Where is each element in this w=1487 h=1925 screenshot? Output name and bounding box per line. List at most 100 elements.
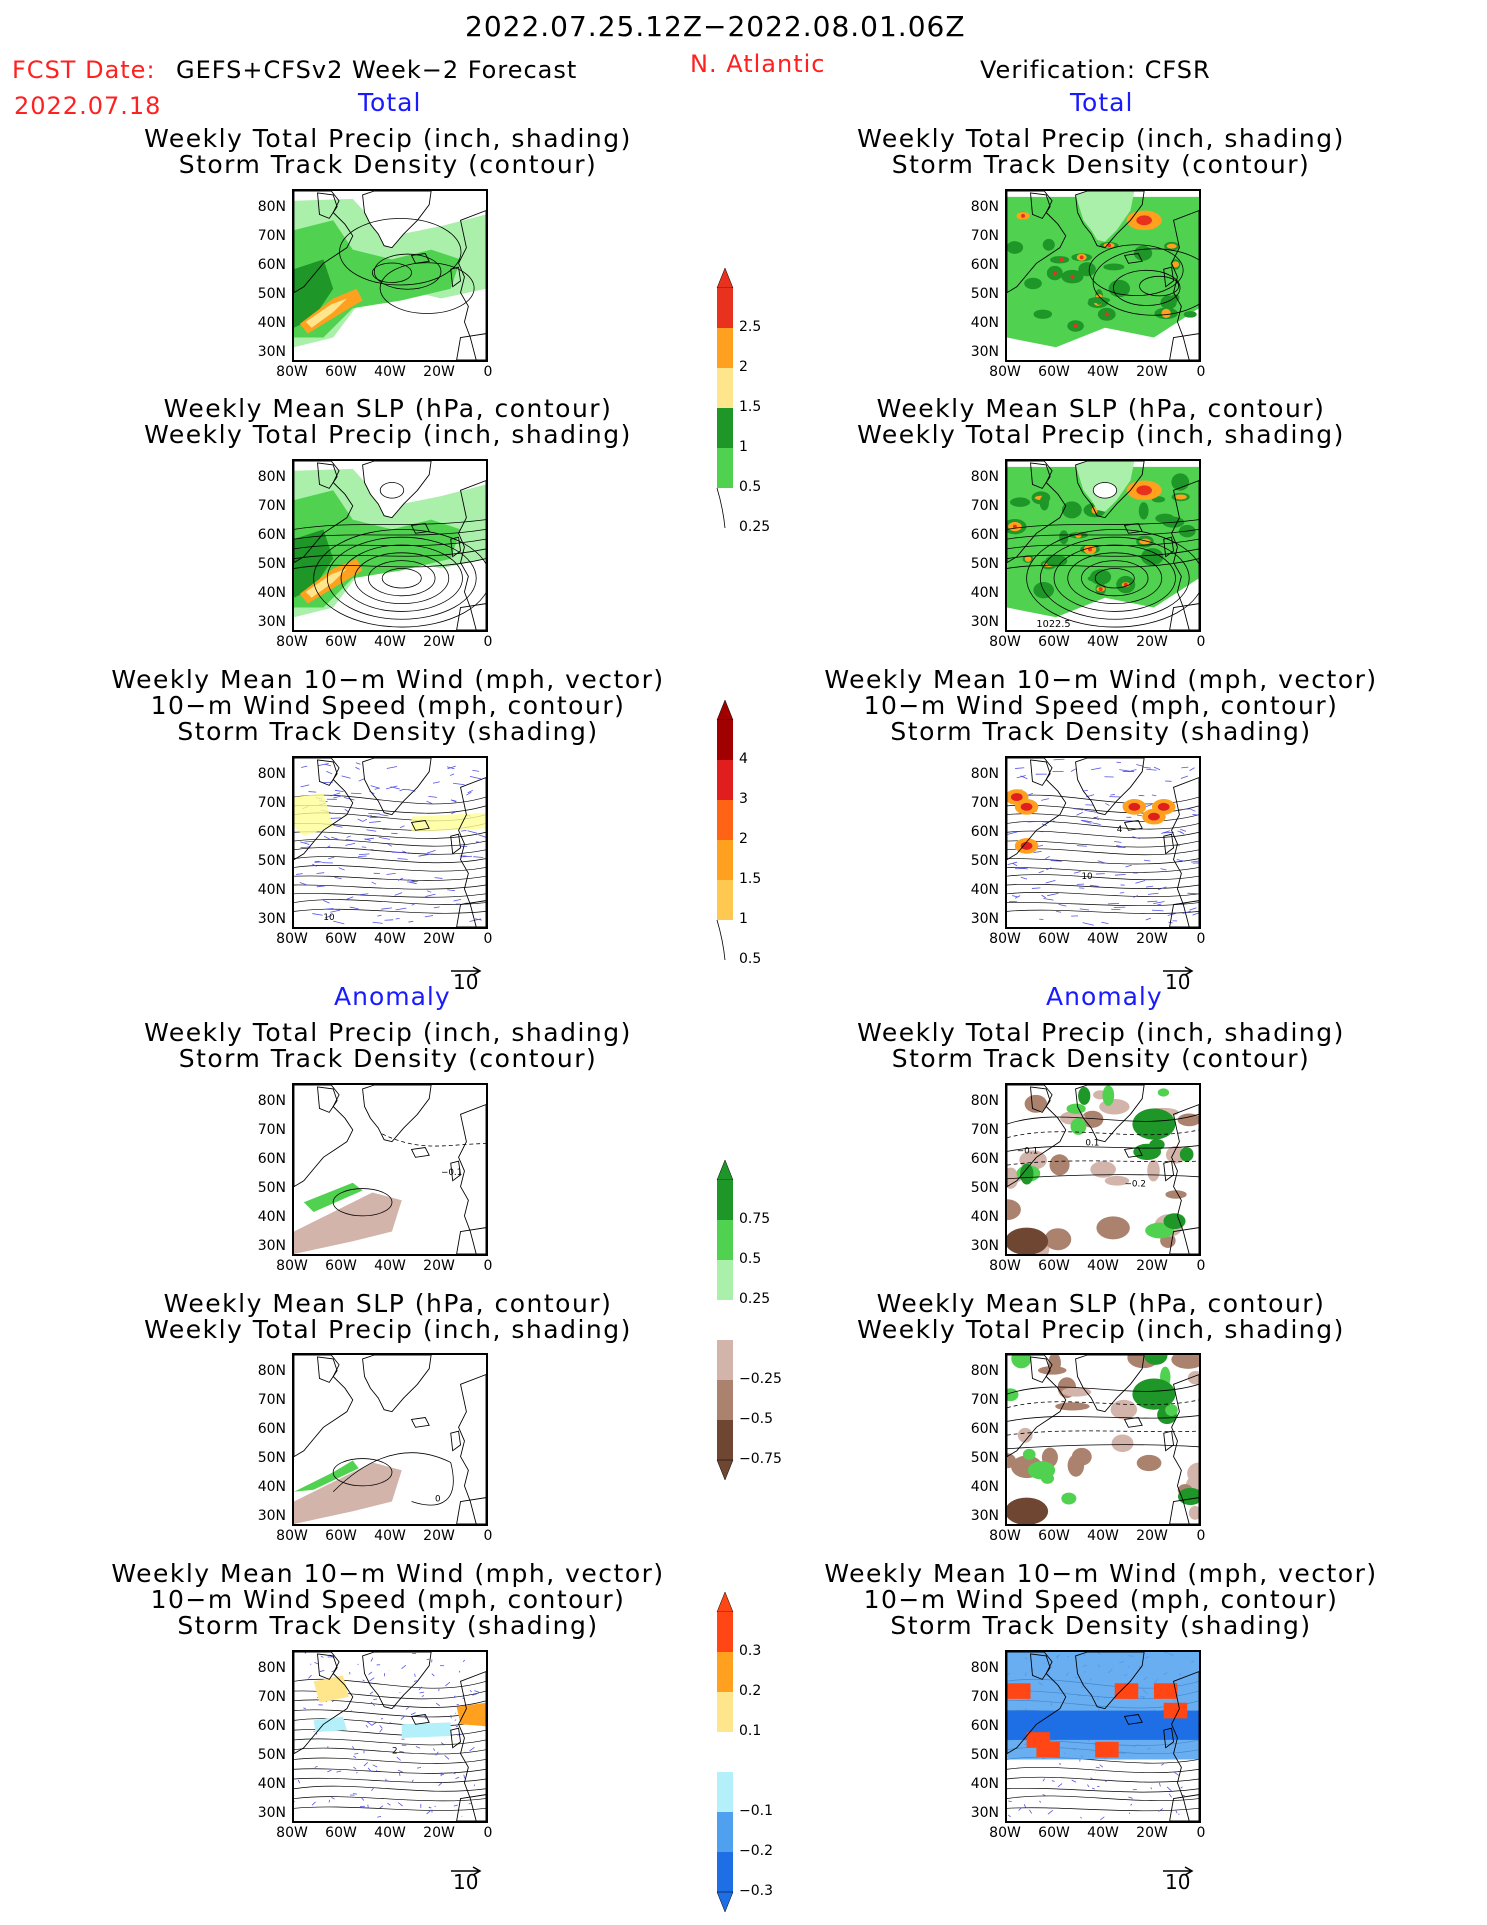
x-tick-label: 40W	[1087, 931, 1119, 947]
wind-vector	[1033, 830, 1044, 833]
precip-cell	[1090, 569, 1112, 585]
colorbar-swatch	[717, 720, 733, 760]
wind-vector	[1114, 841, 1122, 843]
colorbar-cap	[716, 1459, 734, 1481]
wind-vector	[314, 1766, 318, 1768]
wind-vector	[402, 850, 410, 855]
wind-vector	[319, 1669, 325, 1673]
wind-vector	[361, 1797, 365, 1801]
wind-vector	[371, 1786, 375, 1791]
colorbar-swatch	[717, 408, 733, 448]
wind-vector	[297, 1779, 301, 1784]
wind-vector	[427, 890, 432, 893]
vector-ref-anom-right: 10	[1161, 1858, 1195, 1894]
colorbar-label: 0.2	[739, 1683, 762, 1699]
anom-precip-dry	[294, 1192, 402, 1254]
colorbar-swatch	[717, 1652, 733, 1692]
wind-vector	[1136, 764, 1144, 767]
wind-vector	[424, 915, 434, 918]
wind-vector	[379, 1725, 383, 1729]
x-tick-label: 60W	[1038, 634, 1070, 650]
y-tick-label: 40N	[970, 1776, 999, 1792]
contour-line	[1007, 1113, 1199, 1125]
wind-vector	[455, 1776, 460, 1779]
precip-cell-heavy	[1024, 556, 1032, 562]
wind-vector	[474, 1690, 480, 1693]
wind-vector	[1147, 900, 1158, 903]
wind-vector	[1033, 851, 1042, 853]
colorbar-swatch	[717, 328, 733, 368]
wind-speed-contour	[1007, 892, 1199, 897]
colorbar-storm-anom: 0.3 0.2 0.1 −0.1 −0.2 −0.3	[715, 1591, 773, 1916]
y-tick-label: 80N	[257, 1660, 286, 1676]
wind-vector	[1160, 868, 1167, 871]
wind-speed-contour	[1007, 1787, 1199, 1793]
map-panel	[1005, 1650, 1201, 1823]
wind-vector	[472, 1693, 478, 1696]
anom-precip-wet	[1157, 1088, 1170, 1097]
precip-cell-max	[1059, 257, 1064, 262]
contour-line	[373, 253, 442, 290]
wind-vector	[421, 1695, 425, 1697]
x-tick-label: 0	[1196, 1528, 1206, 1544]
contour-line	[1007, 1383, 1199, 1395]
x-tick-label: 20W	[423, 364, 455, 380]
wind-vector	[444, 1755, 450, 1760]
colorbar-label: 3	[739, 791, 748, 807]
precip-cell	[1042, 238, 1055, 251]
wind-vector	[1105, 803, 1110, 806]
anom-precip-wet	[294, 1460, 359, 1492]
contour-line	[381, 568, 422, 589]
fcst-date: 2022.07.18	[14, 92, 162, 120]
precip-shade-mid	[1007, 196, 1199, 348]
y-tick-label: 60N	[970, 1421, 999, 1437]
y-tick-label: 70N	[970, 1122, 999, 1138]
wind-speed-contour	[1007, 1807, 1199, 1812]
wind-speed-contour	[294, 1777, 486, 1783]
coastline-greenland	[362, 758, 432, 816]
coastline-europe	[458, 777, 486, 927]
wind-vector	[331, 1699, 335, 1703]
contour-line	[340, 544, 463, 612]
colorbar-swatch	[717, 840, 733, 880]
coastline-uk	[450, 266, 462, 288]
wind-vector	[338, 867, 345, 871]
colorbar-label: 0.1	[739, 1723, 762, 1739]
coastline-greenland	[1075, 1355, 1145, 1413]
isobar	[294, 519, 486, 530]
colorbar-swatch	[717, 1612, 733, 1652]
wind-vector	[1076, 812, 1083, 816]
precip-shade-yellow	[305, 298, 347, 328]
y-tick-label: 40N	[970, 1479, 999, 1495]
colorbar-swatch	[717, 1300, 733, 1340]
y-tick-label: 80N	[970, 1363, 999, 1379]
isobar	[294, 558, 486, 569]
wind-speed-contour	[1007, 830, 1199, 839]
coastline-greenland	[362, 1652, 432, 1710]
y-tick-label: 40N	[257, 1479, 286, 1495]
wind-vector	[343, 797, 355, 801]
wind-vector	[438, 1688, 440, 1692]
wind-vector	[451, 811, 457, 815]
wind-vector	[467, 830, 478, 834]
x-tick-label: 0	[1196, 1258, 1206, 1274]
wind-vector	[1082, 819, 1093, 823]
x-tick-label: 80W	[276, 364, 308, 380]
wind-vector	[412, 1779, 414, 1783]
wind-speed-contour	[294, 1796, 486, 1802]
wind-vector	[1041, 821, 1049, 823]
panel-title-line: Weekly Total Precip (inch, shading)	[857, 1315, 1345, 1344]
wind-vector	[456, 1733, 462, 1736]
wind-vector	[449, 773, 455, 776]
coastline-europe	[458, 210, 486, 360]
coastline-greenland	[1075, 191, 1145, 249]
panel-title-line: Weekly Mean 10−m Wind (mph, vector)	[111, 1559, 665, 1588]
wind-vector	[1178, 1813, 1180, 1815]
y-tick-label: 60N	[970, 257, 999, 273]
wind-vector	[1051, 1780, 1055, 1782]
vector-ref-label: 10	[453, 1870, 479, 1894]
x-tick-label: 20W	[423, 931, 455, 947]
wind-vector	[1143, 766, 1152, 769]
panel-title-line: Weekly Total Precip (inch, shading)	[857, 1018, 1345, 1047]
wind-vector	[431, 1673, 435, 1677]
